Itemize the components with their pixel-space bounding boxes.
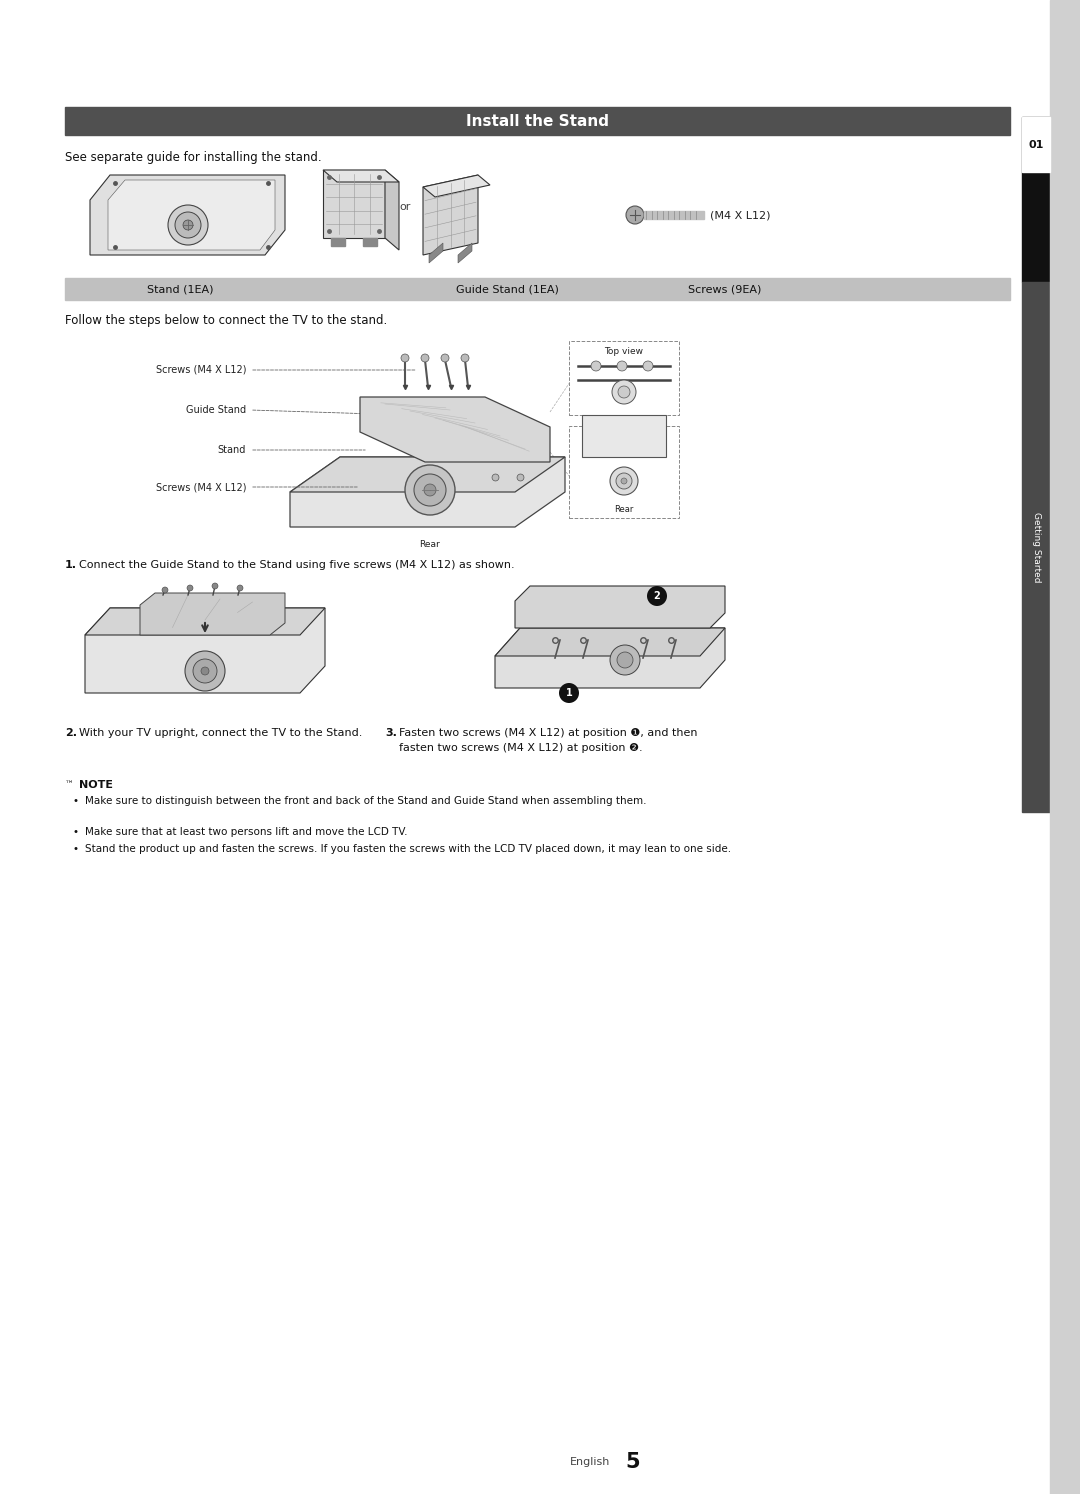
Text: English: English bbox=[569, 1457, 610, 1467]
Text: Make sure that at least two persons lift and move the LCD TV.: Make sure that at least two persons lift… bbox=[85, 828, 407, 837]
Text: Stand (1EA): Stand (1EA) bbox=[147, 284, 213, 294]
Bar bbox=[1022, 117, 1050, 282]
Bar bbox=[1022, 282, 1050, 813]
Bar bbox=[1022, 117, 1050, 172]
Circle shape bbox=[212, 583, 218, 589]
Polygon shape bbox=[85, 608, 325, 693]
Text: •: • bbox=[73, 844, 79, 855]
Text: or: or bbox=[400, 202, 410, 212]
Polygon shape bbox=[85, 608, 325, 635]
Polygon shape bbox=[384, 170, 399, 249]
Bar bbox=[582, 415, 666, 457]
Polygon shape bbox=[108, 179, 275, 249]
Text: Make sure to distinguish between the front and back of the Stand and Guide Stand: Make sure to distinguish between the fro… bbox=[85, 796, 647, 805]
Polygon shape bbox=[291, 457, 565, 492]
Circle shape bbox=[237, 586, 243, 592]
Text: •: • bbox=[73, 796, 79, 805]
Circle shape bbox=[162, 587, 168, 593]
Polygon shape bbox=[140, 593, 285, 635]
Polygon shape bbox=[515, 586, 725, 627]
Text: 3.: 3. bbox=[384, 728, 396, 738]
Polygon shape bbox=[423, 175, 490, 197]
Polygon shape bbox=[429, 244, 443, 263]
Circle shape bbox=[187, 586, 193, 592]
Text: Guide Stand (1EA): Guide Stand (1EA) bbox=[456, 284, 558, 294]
Text: Fasten two screws (M4 X L12) at position ❶, and then
fasten two screws (M4 X L12: Fasten two screws (M4 X L12) at position… bbox=[399, 728, 698, 753]
Text: See separate guide for installing the stand.: See separate guide for installing the st… bbox=[65, 151, 322, 164]
Polygon shape bbox=[323, 170, 399, 182]
Circle shape bbox=[616, 474, 632, 489]
Polygon shape bbox=[90, 175, 285, 255]
Text: 1.: 1. bbox=[65, 560, 77, 571]
Text: With your TV upright, connect the TV to the Stand.: With your TV upright, connect the TV to … bbox=[79, 728, 363, 738]
Bar bbox=[65, 108, 1010, 134]
Text: Connect the Guide Stand to the Stand using five screws (M4 X L12) as shown.: Connect the Guide Stand to the Stand usi… bbox=[79, 560, 515, 571]
Circle shape bbox=[424, 484, 436, 496]
Circle shape bbox=[610, 468, 638, 495]
Polygon shape bbox=[291, 457, 565, 527]
Text: Install the Stand: Install the Stand bbox=[465, 114, 609, 128]
Circle shape bbox=[643, 362, 653, 371]
Circle shape bbox=[647, 586, 667, 607]
Polygon shape bbox=[495, 627, 725, 656]
Circle shape bbox=[193, 659, 217, 683]
Text: 2: 2 bbox=[653, 592, 660, 601]
Circle shape bbox=[168, 205, 208, 245]
Polygon shape bbox=[495, 627, 725, 689]
FancyBboxPatch shape bbox=[569, 341, 679, 415]
Circle shape bbox=[610, 645, 640, 675]
Polygon shape bbox=[423, 175, 478, 255]
Circle shape bbox=[401, 354, 409, 362]
Polygon shape bbox=[458, 244, 472, 263]
Text: Top view: Top view bbox=[605, 348, 644, 357]
Circle shape bbox=[626, 206, 644, 224]
Text: Rear: Rear bbox=[420, 539, 441, 548]
Text: Rear: Rear bbox=[615, 505, 634, 514]
Polygon shape bbox=[323, 170, 384, 238]
Text: 01: 01 bbox=[1028, 139, 1043, 149]
Text: Screws (M4 X L12): Screws (M4 X L12) bbox=[156, 365, 246, 375]
Circle shape bbox=[559, 683, 579, 704]
Text: Getting Started: Getting Started bbox=[1031, 512, 1040, 583]
Bar bbox=[363, 238, 377, 247]
Text: ™: ™ bbox=[65, 780, 75, 789]
Circle shape bbox=[461, 354, 469, 362]
Text: Follow the steps below to connect the TV to the stand.: Follow the steps below to connect the TV… bbox=[65, 314, 388, 327]
Circle shape bbox=[621, 478, 627, 484]
Text: NOTE: NOTE bbox=[79, 780, 113, 790]
Bar bbox=[644, 211, 704, 220]
Text: •: • bbox=[73, 828, 79, 837]
Text: Stand the product up and fasten the screws. If you fasten the screws with the LC: Stand the product up and fasten the scre… bbox=[85, 844, 731, 855]
Circle shape bbox=[183, 220, 193, 230]
Circle shape bbox=[612, 379, 636, 403]
Text: (M4 X L12): (M4 X L12) bbox=[710, 211, 770, 220]
Circle shape bbox=[405, 465, 455, 515]
Circle shape bbox=[441, 354, 449, 362]
Text: 2.: 2. bbox=[65, 728, 77, 738]
Bar bbox=[1050, 0, 1080, 1494]
Circle shape bbox=[591, 362, 600, 371]
Text: Stand: Stand bbox=[218, 445, 246, 456]
Text: Screws (M4 X L12): Screws (M4 X L12) bbox=[156, 483, 246, 492]
Circle shape bbox=[617, 651, 633, 668]
Circle shape bbox=[421, 354, 429, 362]
Circle shape bbox=[618, 385, 630, 397]
Polygon shape bbox=[360, 397, 550, 462]
Circle shape bbox=[201, 666, 210, 675]
FancyBboxPatch shape bbox=[569, 426, 679, 518]
Circle shape bbox=[414, 474, 446, 506]
Text: Screws (9EA): Screws (9EA) bbox=[688, 284, 761, 294]
Bar bbox=[65, 278, 1010, 300]
Bar bbox=[330, 238, 345, 247]
Text: Guide Stand: Guide Stand bbox=[186, 405, 246, 415]
Text: Front: Front bbox=[612, 432, 635, 442]
Circle shape bbox=[185, 651, 225, 692]
Circle shape bbox=[617, 362, 627, 371]
Text: 1: 1 bbox=[566, 689, 572, 698]
Circle shape bbox=[175, 212, 201, 238]
Text: 5: 5 bbox=[625, 1452, 639, 1472]
